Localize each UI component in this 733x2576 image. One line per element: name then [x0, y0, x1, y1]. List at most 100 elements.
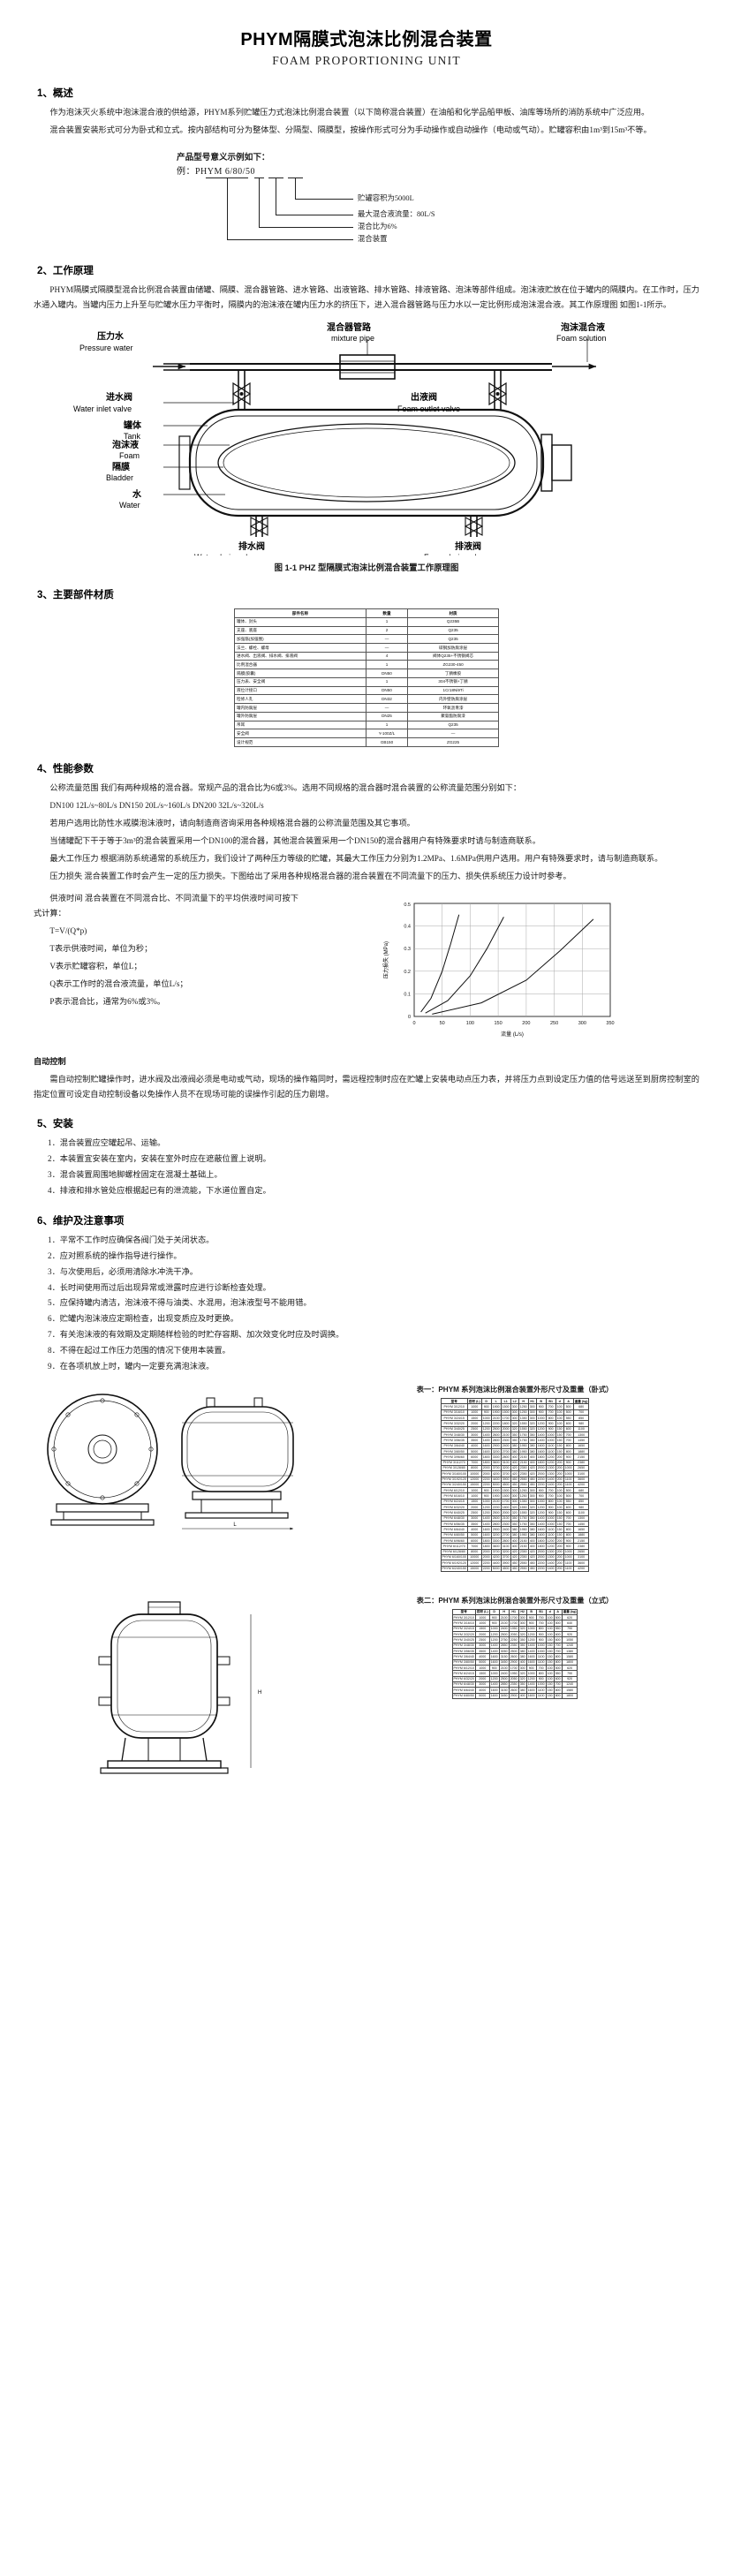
table-cell: 隔膜(胶囊) [234, 669, 366, 678]
spec-cell: PHYM 6/80/50 [451, 1692, 476, 1699]
table-cell: 比例混合器 [234, 660, 366, 670]
table-cell: 压力表、安全阀 [234, 676, 366, 687]
label-mixer-pipe-zh: 混合器管路 [327, 321, 372, 333]
installation-item: 4．排液和排水管处应根据起已有的泄流能，下水道位置自定。 [48, 1185, 271, 1195]
page-subtitle: FOAM PROPORTIONING UNIT [272, 54, 461, 67]
supply-var-q: Q表示工作时的混合液流量，单位L/s； [49, 978, 188, 988]
supply-var-t: T表示供液时间，单位为秒； [49, 943, 153, 953]
section-heading-installation: 5、安装 [37, 1118, 73, 1129]
model-example-text: 例：PHYM 6/80/50 [177, 167, 255, 178]
spec-cell: 1100 [563, 1565, 574, 1572]
model-number-legend: 产品型号意义示例如下： 例：PHYM 6/80/50 贮罐容积为5000L 最大… [34, 150, 699, 249]
spec-row: PHYM 6/112/70 7000 1800 3600 3100 400 2150 400 1… [440, 1543, 590, 1550]
svg-text:0.2: 0.2 [404, 970, 411, 975]
spec-row: PHYM 3/64/40 4000 1600 3150 2600 380 1600 1100 1… [451, 1653, 578, 1660]
svg-text:L: L [233, 1522, 237, 1528]
model-legend-title: 产品型号意义示例如下： [177, 153, 270, 163]
spec-cell: 4500 [500, 1565, 511, 1572]
table-cell: 支座、底座 [234, 625, 366, 636]
table-cell: 聚氨酯防腐漆 [407, 711, 499, 721]
spec-cell: 200 [555, 1565, 564, 1572]
principle-figure: 压力水 Pressure water 混合器管路 mixture pipe 泡沫… [34, 321, 699, 555]
spec-row: PHYM 6/64/40 4000 1600 3150 2600 380 1600 1100 1… [451, 1687, 578, 1694]
auto-control-heading: 自动控制 [34, 1056, 66, 1066]
spec-cell: 5000 [490, 1565, 502, 1572]
table-cell: DN50 [365, 669, 409, 678]
spec-cell: PHYM 6/240/150 [440, 1565, 468, 1572]
principle-figure-caption: 图 1-1 PHZ 型隔膜式泡沫比例混合装置工作原理图 [274, 563, 459, 573]
spec-cell: 3450 [498, 1692, 510, 1699]
supply-var-p: P表示混合比，通常为6%或3%。 [49, 997, 166, 1006]
perf-paragraph-3: 若用户选用比防性水戒膜泡沫液时，请向制造商咨询采用各种规格混合器的公称流量范围及… [49, 818, 415, 827]
table-cell: 内外壁防腐涂层 [407, 694, 499, 705]
svg-text:H: H [258, 1690, 261, 1696]
table-cell: ZG225 [407, 737, 499, 747]
table-row: 隔膜(胶囊) DN50 丁腈橡胶 [234, 669, 499, 678]
spec-cell: 400 [518, 1692, 527, 1699]
table-row: 罐体、封头 1 Q235B [234, 616, 499, 627]
installation-list: 1．混合装置应空罐起吊、运输。 2．本装置宜安装在室内，安装在室外时应在遮蔽位置上… [34, 1136, 699, 1199]
table-cell: 进水阀、出液阀、排水阀、排液阀 [234, 651, 366, 661]
section-heading-overview: 1、概述 [37, 88, 73, 99]
table-row: 压力表、安全阀 1 304不锈钢+丁腈 [234, 676, 499, 687]
label-inlet-valve-zh: 进水阀 [106, 391, 132, 403]
chart-xlabel: 流量 (L/s) [501, 1031, 524, 1038]
maintenance-item: 6．贮罐内泡沫液应定期检查，出现变质应及时更换。 [48, 1314, 238, 1324]
svg-text:300: 300 [578, 1021, 586, 1026]
maintenance-item: 9．在各项机放上时，罐内一定要充满泡沫液。 [48, 1362, 215, 1371]
spec-table-1-caption: 表一：PHYM 系列泡沫比例混合装置外形尺寸及重量（卧式） [416, 1386, 614, 1394]
table-cell: Q235B [407, 616, 499, 627]
section-heading-materials: 3、主要部件材质 [37, 590, 114, 601]
table-cell: 1 [365, 720, 409, 730]
spec-table-1: 型号 容积 (L) D L L1 L2 H H1 B B1 d A 重量 (kg) PHYM 3/12/… [440, 1398, 590, 1572]
label-mixer-pipe-en: mixture pipe [331, 334, 374, 343]
perf-paragraph-4: 当储罐配下干于等于3m³的混合装置采用一个DN100的混合器，其他混合装置采用一… [49, 835, 540, 845]
svg-text:350: 350 [606, 1021, 614, 1026]
table-cell: 吊耳 [234, 720, 366, 730]
svg-text:0.3: 0.3 [404, 947, 411, 952]
table-cell: 加强筋(加强圈) [234, 634, 366, 644]
spec-cell: 2900 [508, 1692, 519, 1699]
model-legend-item-ratio: 混合比为6% [358, 223, 397, 231]
spec-row: PHYM 3/48/30 3000 1400 2850 2350 350 1400 1000 1… [451, 1642, 578, 1650]
table-header-cell: 部件名称 [234, 608, 366, 618]
table-row: 安全阀 Y-100Z/L — [234, 729, 499, 739]
maintenance-item: 2．应对照系统的操作指导进行操作。 [48, 1250, 182, 1260]
material-table: 部件名称 数量 材质 罐体、封头 1 Q235B 支座、底座 2 Q235 加强筋(加强圈) — Q2… [234, 608, 499, 747]
label-water-zh: 水 [132, 488, 142, 500]
spec-row: PHYM 6/96/60 6000 1800 3300 2800 400 2150 400 18… [440, 1537, 590, 1545]
table-cell: 安全阀 [234, 729, 366, 739]
table-cell: ZG230-450 [407, 660, 499, 670]
table-cell: 1 [365, 676, 409, 687]
supply-var-v: V表示贮罐容积，单位L； [49, 961, 142, 971]
table-row: 进水阀、出液阀、排水阀、排液阀 4 阀体Q235+不锈钢阀芯 [234, 651, 499, 661]
spec-cell: 1600 [525, 1692, 537, 1699]
table-row: 液位计接口 DN50 1Cr18Ni9Ti [234, 685, 499, 696]
installation-item: 3．混合装置周围地脚螺栓固定在混凝土基础上。 [48, 1169, 223, 1179]
spec-cell: 4200 [572, 1565, 590, 1572]
spec-row: PHYM 3/16/10 1000 900 1900 1500 300 1250 300 900… [440, 1409, 590, 1416]
maintenance-item: 5．应保持罐内清洁，泡沫液不得与油类、水混用，泡沫液型号不能用错。 [48, 1298, 312, 1308]
spec-cell: 1100 [535, 1692, 547, 1699]
pressure-loss-chart: 0 0.1 0.2 0.3 0.4 0.5 0 50 100 150 200 2… [382, 903, 615, 1038]
principle-paragraph: PHYM隔膜式隔膜型混合比例混合装置由储罐、隔膜、混合器管路、进水管路、出液管路… [34, 285, 699, 310]
spec-row: PHYM 6/56/35 3500 1400 2800 2300 350 1750 350 14… [440, 1520, 590, 1528]
spec-row: PHYM 6/24/15 1500 1000 2400 1950 320 1000 800 10… [451, 1670, 578, 1677]
label-foam-drain-en: Foam drain valve [424, 553, 485, 555]
spec-cell: 450 [527, 1565, 537, 1572]
spec-cell: 1800 [561, 1692, 578, 1699]
table-row: 设计规范 GB150 ZG225 [234, 737, 499, 747]
installation-item: 1．混合装置应空罐起吊、运输。 [48, 1137, 166, 1147]
label-foam-solution-en: Foam solution [556, 334, 607, 343]
label-foam-en: Foam [119, 451, 140, 460]
vertical-tank-drawing: H [98, 1601, 261, 1774]
supply-formula: T=V/(Q*p) [49, 925, 87, 935]
maintenance-item: 8．不得在起过工作压力范围的情况下使用本装置。 [48, 1346, 230, 1356]
spec-row: PHYM 6/160/100 10000 2000 4200 3700 420 2350 42… [440, 1553, 590, 1561]
label-inlet-valve-en: Water inlet valve [73, 404, 132, 413]
table-cell: 阀体Q235+不锈钢阀芯 [407, 651, 499, 661]
table-cell: — [365, 703, 409, 713]
table-cell: DN32 [365, 694, 409, 705]
installation-item: 2．本装置宜安装在室内，安装在室外时应在遮蔽位置上说明。 [48, 1153, 271, 1163]
spec-cell: 2200 [535, 1565, 547, 1572]
